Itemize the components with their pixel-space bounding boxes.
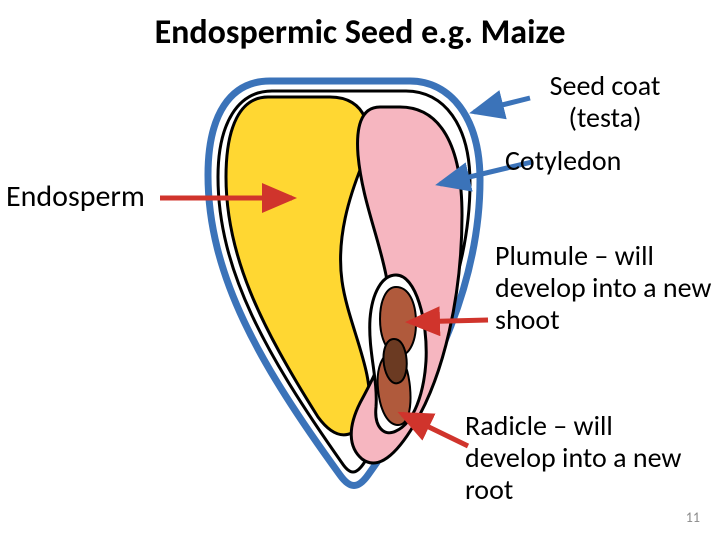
embryo-mid-shape [383, 339, 406, 383]
slide: Endospermic Seed e.g. Maize Endosperm Se… [0, 0, 720, 540]
cotyledon-label: Cotyledon [505, 145, 715, 177]
plumule-label: Plumule – will develop into a new shoot [495, 240, 715, 337]
seed-group [208, 81, 480, 486]
radicle-label: Radicle – will develop into a new root [465, 410, 700, 507]
endosperm-label: Endosperm [6, 180, 186, 215]
page-number: 11 [686, 509, 700, 526]
plumule-arrow [410, 320, 488, 322]
seed-coat-label: Seed coat(testa) [500, 70, 710, 134]
